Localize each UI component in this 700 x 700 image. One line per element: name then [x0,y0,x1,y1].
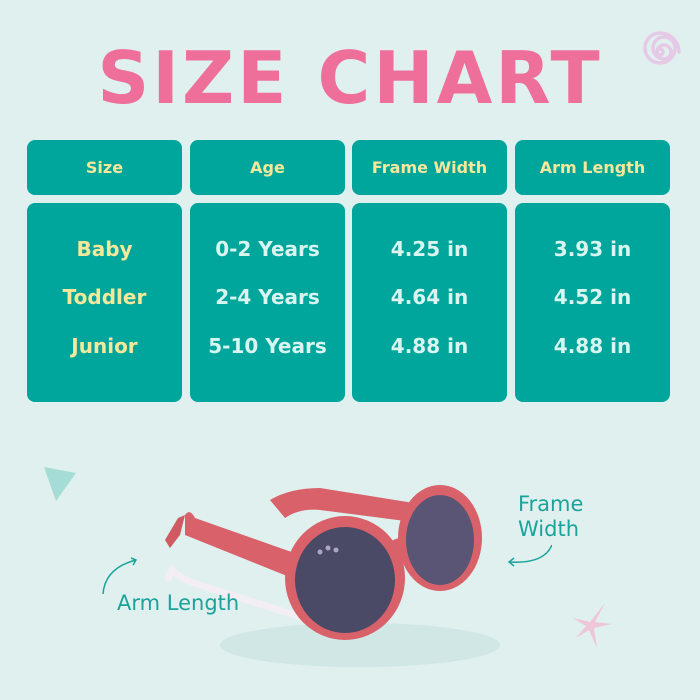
sparkle-icon [573,603,612,648]
cell-age: 0-2 Years [215,237,320,261]
age-column: 0-2 Years 2-4 Years 5-10 Years [190,203,345,402]
cell-size: Toddler [62,285,147,309]
cell-arm-length: 4.52 in [553,285,632,309]
page-title: SIZE CHART [97,36,603,120]
size-column: Baby Toddler Junior [27,203,182,402]
cell-size: Junior [71,334,138,358]
arrow-left-icon [507,544,552,567]
frame-width-column: 4.25 in 4.64 in 4.88 in [352,203,507,402]
sunglasses-image [164,485,500,667]
frame-width-label: Frame Width [518,492,583,542]
frame-width-label-line1: Frame [518,492,584,516]
cell-size: Baby [76,237,133,261]
cell-age: 2-4 Years [215,285,320,309]
cell-arm-length: 3.93 in [553,237,632,261]
header-age: Age [190,140,345,195]
cell-arm-length: 4.88 in [553,334,632,358]
cell-frame-width: 4.64 in [390,285,469,309]
header-size: Size [27,140,182,195]
cell-frame-width: 4.25 in [390,237,469,261]
header-arm-length: Arm Length [515,140,670,195]
triangle-icon [44,467,76,501]
cell-frame-width: 4.88 in [390,334,469,358]
spiral-icon [643,31,681,65]
frame-width-label-line2: Width [518,517,580,541]
arm-length-label: Arm Length [117,591,240,615]
header-frame-width: Frame Width [352,140,507,195]
arrow-curve-icon [102,557,138,595]
arm-length-column: 3.93 in 4.52 in 4.88 in [515,203,670,402]
cell-age: 5-10 Years [208,334,327,358]
